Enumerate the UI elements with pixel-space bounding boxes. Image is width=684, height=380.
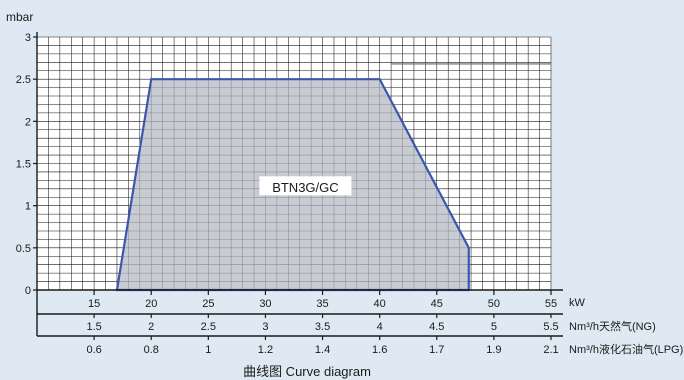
y-axis-label: mbar (6, 10, 33, 24)
secondary-lpg-tick-label: 1.4 (315, 344, 330, 356)
secondary-ng-tick-label: 3.5 (315, 321, 330, 333)
x-tick-label: 40 (374, 298, 386, 310)
secondary-axis-ng-unit: Nm³/h天然气(NG) (569, 319, 656, 333)
series-label-box: BTN3G/GC (259, 176, 352, 196)
secondary-ng-tick-label: 3 (262, 321, 268, 333)
tick-marks (33, 36, 552, 340)
x-tick-label: 25 (202, 298, 214, 310)
secondary-ng-tick-label: 4 (377, 321, 383, 333)
y-tick-label: 0 (25, 285, 31, 297)
secondary-lpg-tick-label: 0.8 (144, 344, 159, 356)
x-tick-label: 15 (88, 298, 100, 310)
x-tick-label: 20 (145, 298, 157, 310)
x-tick-label: 55 (545, 298, 557, 310)
secondary-lpg-tick-label: 1.2 (258, 344, 273, 356)
x-axis-unit-label: kW (569, 297, 586, 309)
chart-axes (36, 32, 563, 336)
secondary-lpg-tick-label: 2.1 (543, 344, 558, 356)
secondary-tick-labels: 1.5 2 2.5 3 3.5 4 4.5 5 5.5 0.6 0.8 1 1.2 1.4 1.6 1.7 1.… (86, 321, 558, 356)
secondary-lpg-tick-label: 0.6 (86, 344, 101, 356)
x-tick-label: 45 (431, 298, 443, 310)
secondary-lpg-tick-label: 1.9 (486, 344, 501, 356)
y-tick-label: 1.5 (16, 159, 31, 171)
secondary-lpg-tick-label: 1.6 (372, 344, 387, 356)
chart-title: 曲线图 Curve diagram (243, 364, 371, 379)
secondary-axis-lpg-unit: Nm³/h液化石油气(LPG) (569, 342, 683, 356)
x-tick-labels: 15 20 25 30 35 40 45 50 55 (88, 298, 557, 310)
series-label: BTN3G/GC (272, 180, 338, 195)
x-tick-label: 35 (316, 298, 328, 310)
secondary-ng-tick-label: 5.5 (543, 321, 558, 333)
y-tick-label: 3 (25, 32, 31, 44)
secondary-axis-lines (37, 313, 563, 337)
y-tick-label: 1 (25, 201, 31, 213)
secondary-ng-tick-label: 4.5 (429, 321, 444, 333)
y-tick-label: 2 (25, 116, 31, 128)
secondary-ng-tick-label: 5 (491, 321, 497, 333)
y-tick-label: 0.5 (16, 243, 31, 255)
secondary-ng-tick-label: 2 (148, 321, 154, 333)
secondary-ng-tick-label: 1.5 (86, 321, 101, 333)
y-tick-labels: 0 0.5 1 1.5 2 2.5 3 (16, 32, 31, 297)
secondary-ng-tick-label: 2.5 (201, 321, 216, 333)
series-label-background (259, 176, 352, 196)
x-tick-label: 30 (259, 298, 271, 310)
x-tick-label: 50 (488, 298, 500, 310)
secondary-lpg-tick-label: 1.7 (429, 344, 444, 356)
y-tick-label: 2.5 (16, 74, 31, 86)
secondary-lpg-tick-label: 1 (205, 344, 211, 356)
